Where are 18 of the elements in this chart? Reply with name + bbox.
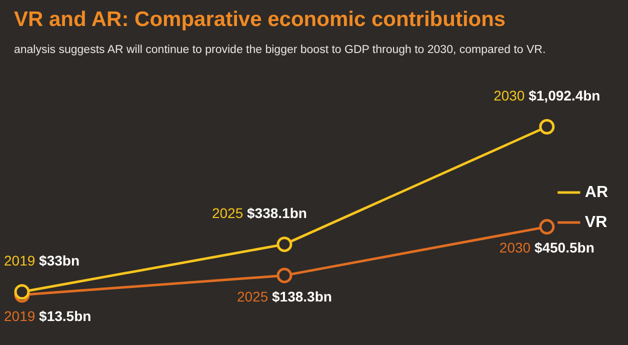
series-label: VR [584, 214, 608, 231]
chart-subtitle: analysis suggests AR will continue to provide the bigger boost to GDP through to 2030, compared to VR. [14, 44, 546, 56]
data-label: $33bn [39, 252, 80, 269]
category-label: 2019 [4, 308, 36, 324]
point [14, 284, 30, 300]
data-label: $13.5bn [39, 308, 92, 324]
category-label: 2025 [236, 288, 268, 304]
data-label: $450.5bn [534, 240, 594, 256]
point [276, 236, 292, 252]
data-label: $1,092.4bn [528, 88, 600, 104]
category-label: 2030 [499, 240, 531, 256]
chart-title: VR and AR: Comparative economic contributions [14, 8, 506, 32]
point [276, 268, 292, 284]
point [539, 119, 555, 135]
point [539, 219, 555, 235]
legend-label: AR [584, 184, 608, 201]
data-label: $338.1bn [247, 205, 307, 222]
data-label: $138.3bn [272, 288, 332, 304]
